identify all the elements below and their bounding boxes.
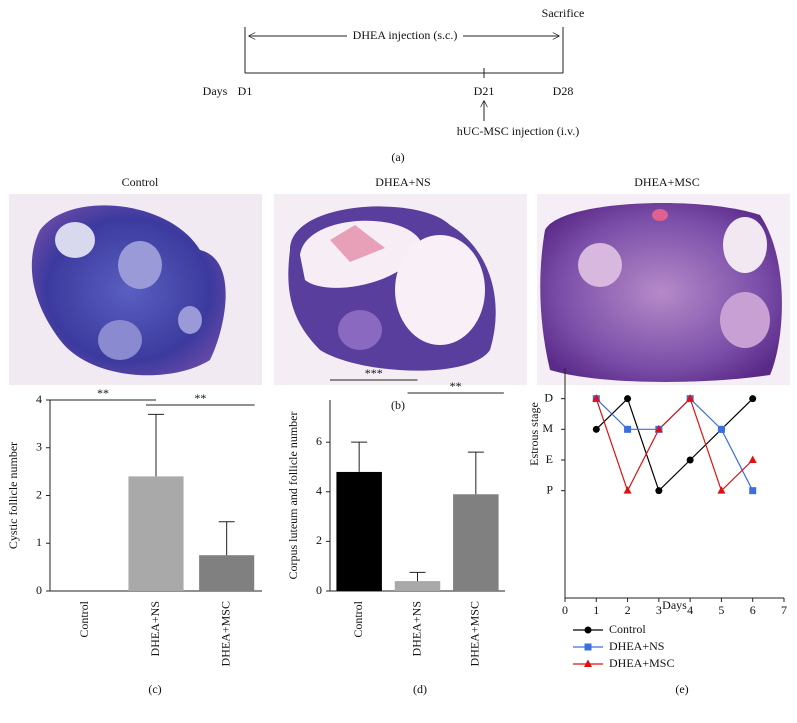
panel-label: (d) bbox=[413, 682, 427, 696]
y-tick-label: 3 bbox=[36, 440, 42, 454]
y-tick-label: D bbox=[544, 390, 553, 404]
marker bbox=[749, 487, 757, 495]
panel-label: (c) bbox=[148, 682, 161, 696]
y-tick-label: E bbox=[546, 452, 553, 466]
day-label: D1 bbox=[238, 84, 253, 98]
x-tick-label: 3 bbox=[656, 603, 662, 617]
significance-label: ** bbox=[97, 386, 109, 400]
x-tick-label: 2 bbox=[625, 603, 631, 617]
error-bar bbox=[148, 413, 164, 477]
y-tick-label: 1 bbox=[36, 535, 42, 549]
image bbox=[537, 194, 790, 385]
y-tick-label: M bbox=[542, 421, 553, 435]
image-title: DHEA+NS bbox=[375, 175, 430, 189]
marker bbox=[686, 456, 694, 464]
marker bbox=[654, 424, 663, 433]
end-label: Sacrifice bbox=[542, 6, 585, 20]
error-bar bbox=[351, 441, 368, 472]
legend-label: DHEA+NS bbox=[609, 639, 664, 653]
bar bbox=[128, 476, 184, 591]
error-bar bbox=[467, 451, 484, 495]
y-tick-label: 6 bbox=[316, 434, 322, 448]
x-tick-label: DHEA+NS bbox=[148, 601, 162, 656]
marker bbox=[584, 659, 592, 667]
image-title: Control bbox=[122, 175, 159, 189]
line bbox=[595, 397, 754, 492]
legend-label: Control bbox=[609, 622, 646, 636]
error-bar bbox=[409, 571, 426, 582]
x-axis-label: Days bbox=[662, 598, 687, 612]
x-tick-label: 5 bbox=[718, 603, 724, 617]
x-tick-label: 0 bbox=[562, 603, 568, 617]
x-tick-label: DHEA+NS bbox=[409, 601, 423, 656]
marker bbox=[592, 425, 600, 433]
y-tick-label: 0 bbox=[36, 583, 42, 597]
axis-label: Days bbox=[203, 84, 228, 98]
charts: 0 1 2 3 4 Control DHEA+NS DHEA+MSC ** ** Cystic fo… bbox=[6, 366, 787, 696]
x-tick-label: 1 bbox=[593, 603, 599, 617]
image-title: DHEA+MSC bbox=[634, 175, 699, 189]
injection-label: hUC-MSC injection (i.v.) bbox=[457, 124, 580, 138]
x-tick-label: Control bbox=[351, 600, 365, 637]
marker bbox=[584, 626, 592, 634]
x-tick-label: Control bbox=[77, 600, 91, 637]
panel-label: (e) bbox=[675, 682, 688, 696]
bar bbox=[394, 581, 441, 591]
marker bbox=[584, 643, 592, 651]
span-label: DHEA injection (s.c.) bbox=[353, 28, 458, 42]
day-label: D21 bbox=[474, 84, 495, 98]
marker bbox=[655, 487, 663, 495]
y-tick-label: 2 bbox=[316, 533, 322, 547]
bar bbox=[336, 471, 382, 591]
y-tick-label: 4 bbox=[316, 484, 322, 498]
bar bbox=[199, 555, 255, 591]
x-tick-label: 6 bbox=[750, 603, 756, 617]
line bbox=[595, 397, 754, 491]
significance-label: ** bbox=[194, 391, 206, 405]
images: Control DHEA+NS DHEA+MSC (b) bbox=[9, 175, 790, 412]
marker bbox=[686, 394, 695, 402]
y-axis-label: Corpus luteum and follicle number bbox=[286, 412, 300, 580]
y-tick-label: P bbox=[546, 482, 553, 496]
marker bbox=[624, 425, 632, 433]
line bbox=[595, 397, 754, 493]
legend-label: DHEA+MSC bbox=[609, 656, 674, 670]
bar bbox=[453, 494, 499, 591]
marker bbox=[717, 486, 726, 494]
y-tick-label: 0 bbox=[316, 583, 322, 597]
x-tick-label: DHEA+MSC bbox=[218, 601, 232, 666]
image bbox=[9, 194, 262, 385]
panel-label: (a) bbox=[391, 150, 404, 164]
y-tick-label: 4 bbox=[36, 392, 42, 406]
image bbox=[274, 194, 527, 385]
x-tick-label: DHEA+MSC bbox=[468, 601, 482, 666]
timeline: DHEA injection (s.c.) Sacrifice Days D1 … bbox=[203, 6, 585, 164]
marker bbox=[623, 486, 632, 494]
panel-label: (b) bbox=[391, 398, 405, 412]
marker bbox=[624, 395, 632, 403]
significance-label: ** bbox=[450, 379, 462, 393]
marker bbox=[592, 394, 601, 402]
significance-label: *** bbox=[365, 366, 383, 380]
day-label: D28 bbox=[553, 84, 574, 98]
x-tick-label: 4 bbox=[687, 603, 693, 617]
marker bbox=[749, 395, 757, 403]
error-bar bbox=[218, 521, 235, 556]
y-axis-label: Cystic follicle number bbox=[6, 442, 20, 549]
marker bbox=[748, 455, 757, 463]
y-axis-label: Estrous stage bbox=[527, 402, 541, 466]
y-tick-label: 2 bbox=[36, 487, 42, 501]
x-tick-label: 7 bbox=[781, 603, 787, 617]
marker bbox=[717, 425, 725, 433]
